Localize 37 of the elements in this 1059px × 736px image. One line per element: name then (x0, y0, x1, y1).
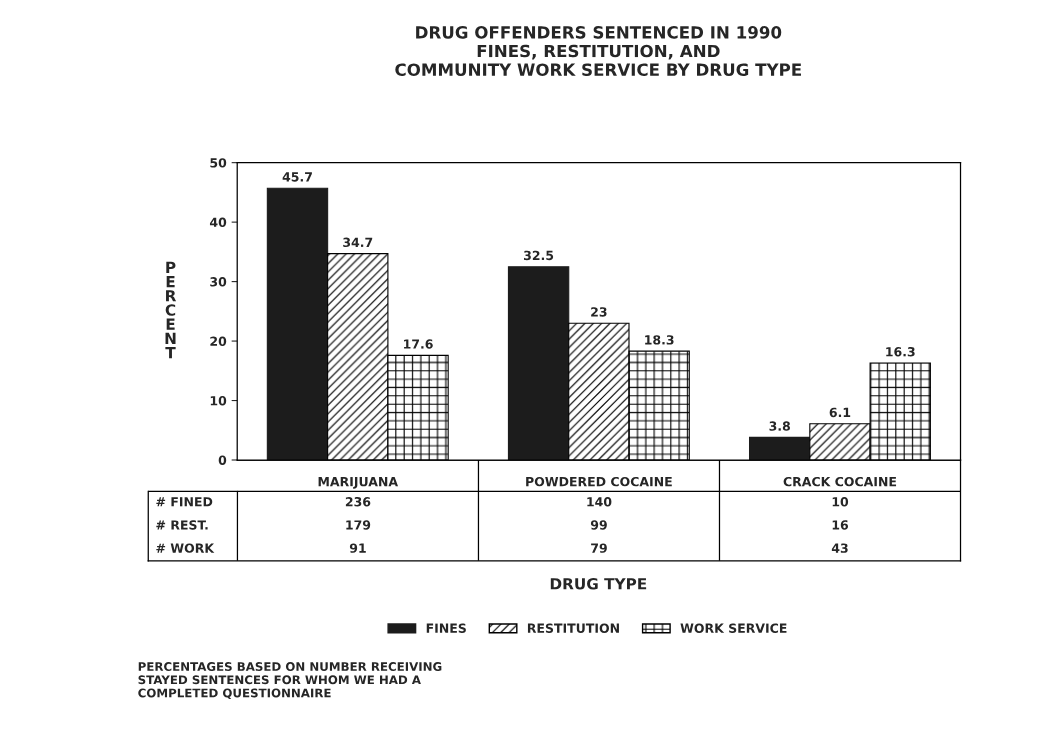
legend-label: RESTITUTION (527, 623, 619, 633)
text: 140 (587, 497, 612, 507)
text: 43 (831, 543, 848, 553)
text: 79 (591, 543, 607, 553)
y-axis-title: PERCENT (165, 261, 177, 359)
x-tick-label: MARIJUANA (318, 477, 399, 489)
text: 16 (832, 520, 849, 530)
data-label: 16.3 (886, 347, 915, 357)
text: # WORK (156, 543, 215, 553)
data-label: 32.5 (524, 250, 554, 261)
y-tick-label: 0 (218, 455, 227, 465)
data-label: 34.7 (343, 237, 373, 248)
text: # REST. (156, 520, 208, 530)
y-tick-label: 30 (210, 277, 227, 287)
text: 99 (590, 520, 607, 530)
text: 10 (832, 497, 849, 507)
text: 236 (345, 497, 371, 507)
y-tick-label: 50 (210, 158, 227, 168)
data-label: 45.7 (282, 172, 312, 182)
text: # FINED (156, 497, 213, 507)
data-label: 17.6 (404, 339, 433, 349)
y-tick-label: 10 (210, 396, 227, 406)
y-tick-label: 40 (209, 217, 227, 228)
data-label: 6.1 (829, 407, 851, 418)
text: DRUG TYPE (550, 578, 647, 590)
y-tick-label: 20 (210, 336, 227, 346)
chart-title: DRUG OFFENDERS SENTENCED IN 1990 FINES, RESTITUTION, AND COMMUNITY WORK SERVICE BY DRUG TYPE (395, 26, 801, 76)
data-label: 18.3 (645, 335, 674, 345)
x-tick-label: POWDERED COCAINE (526, 476, 672, 487)
data-label: 23 (591, 307, 607, 317)
legend-label: WORK SERVICE (680, 623, 787, 633)
legend-label: FINES (426, 623, 466, 633)
text: PERCENTAGES BASED ON NUMBER RECEIVING STAYED SENTENCES FOR WHOM WE HAD A COMPLETED QUESTIONNAIRE (138, 662, 442, 699)
x-tick-label: CRACK COCAINE (783, 476, 897, 487)
text: 179 (346, 520, 371, 530)
data-label: 3.8 (769, 421, 790, 431)
text: 91 (349, 543, 366, 553)
